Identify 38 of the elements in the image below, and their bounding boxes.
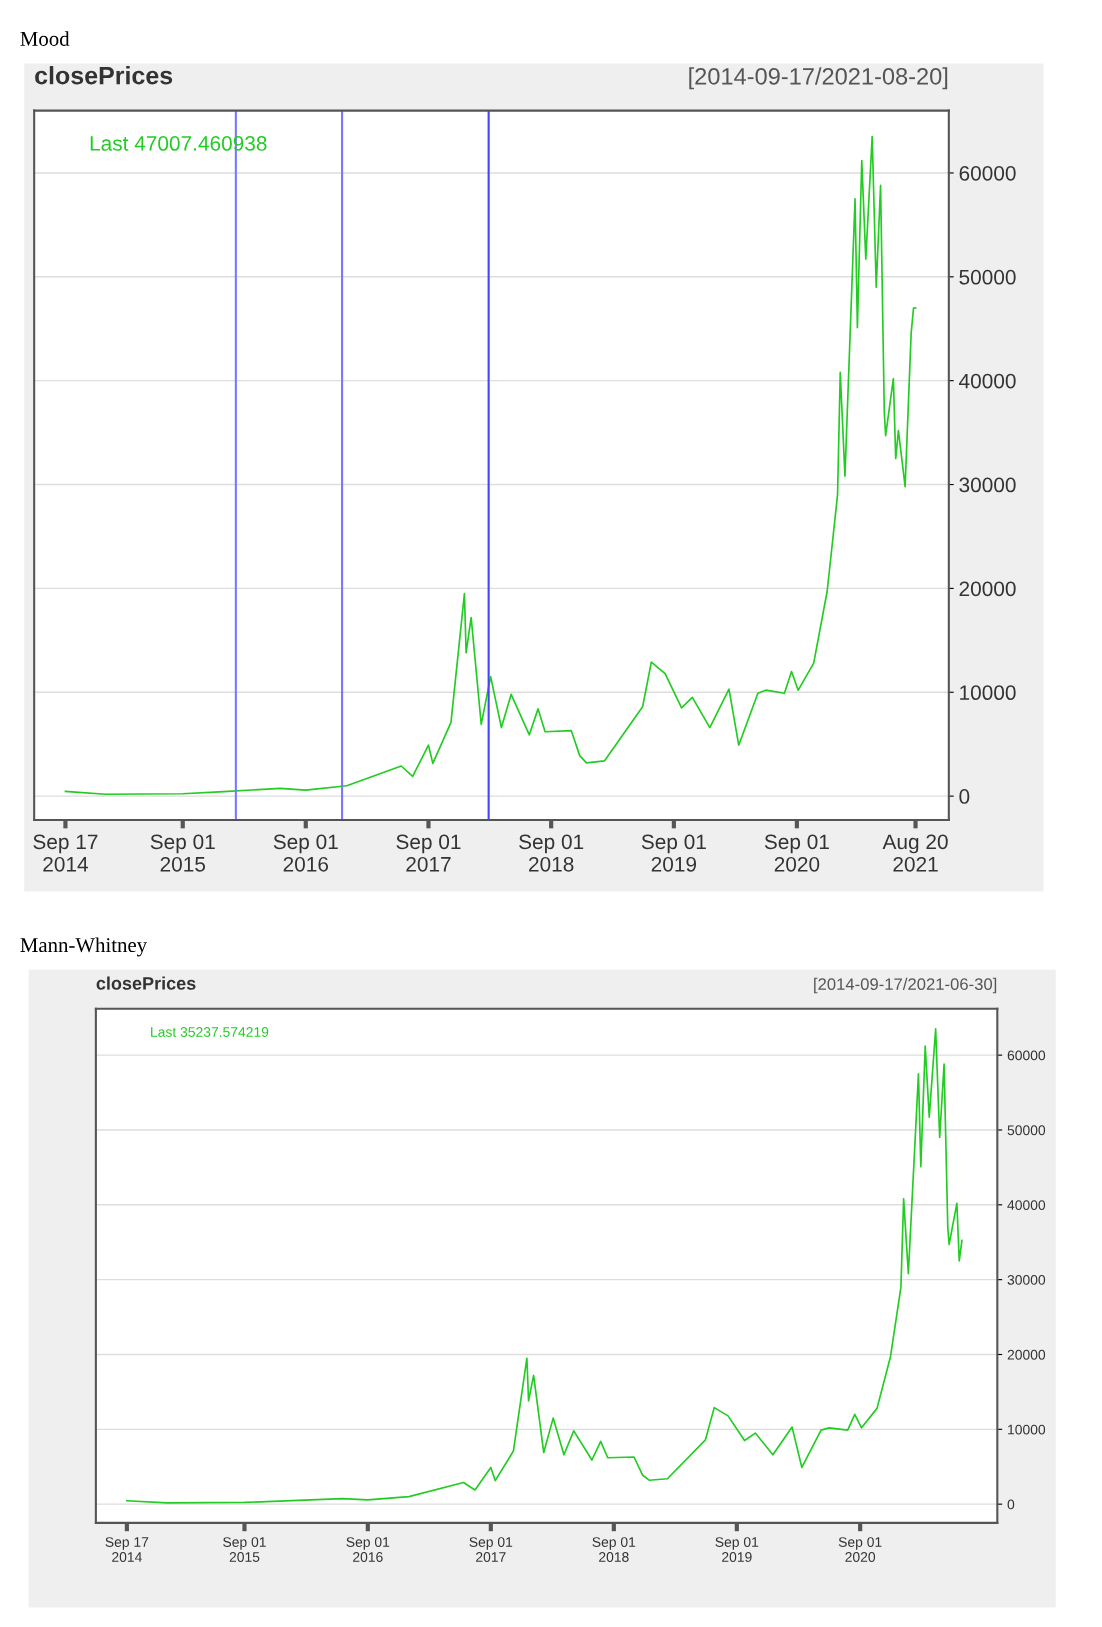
text: [2014-09-17/2021-06-30] (814, 977, 997, 994)
y-tick-label: 60000 (959, 165, 1016, 181)
y-tick-label: 20000 (1007, 1349, 1046, 1360)
y-tick-label: 0 (959, 789, 970, 804)
x-tick-label: Aug 20 2021 (882, 834, 948, 872)
y-tick-label: 10000 (960, 685, 1016, 701)
y-tick-label: 30000 (1007, 1274, 1046, 1285)
line-series (64, 135, 917, 796)
chart-subtitle: closePrices (35, 66, 173, 85)
y-tick-label: 0 (1007, 1499, 1015, 1510)
y-tick-label: 40000 (1007, 1200, 1046, 1210)
x-tick-label: Sep 01 2019 (715, 1537, 759, 1562)
x-tick-label: Sep 01 2020 (838, 1537, 882, 1562)
y-tick-label: 50000 (1007, 1125, 1046, 1136)
annotation: Last 35237.574219 (151, 1027, 269, 1037)
x-tick-label: Sep 01 2018 (519, 834, 584, 872)
y-tick-label: 60000 (1007, 1050, 1046, 1061)
x-tick-label: Sep 01 2017 (396, 834, 461, 872)
x-tick-label: Sep 01 2015 (150, 834, 215, 872)
x-tick-label: Sep 01 2016 (273, 834, 338, 872)
x-tick-label: Sep 01 2015 (223, 1537, 266, 1562)
y-tick-label: 20000 (959, 581, 1016, 597)
y-tick-label: 50000 (959, 269, 1016, 285)
x-tick-label: Sep 17 2014 (33, 834, 98, 872)
chart-subtitle: closePrices (96, 976, 196, 990)
y-tick-label: 10000 (1008, 1424, 1046, 1435)
x-tick-label: Sep 01 2017 (469, 1537, 513, 1562)
x-tick-label: Sep 01 2018 (592, 1537, 636, 1562)
x-tick-label: Sep 17 2014 (105, 1537, 149, 1562)
chart-title: Mood (20, 31, 70, 46)
x-tick-label: Sep 01 2020 (764, 834, 829, 872)
text: [2014-09-17/2021-08-20] (689, 67, 948, 90)
x-tick-label: Sep 01 2019 (641, 834, 706, 872)
y-tick-label: 40000 (959, 373, 1016, 389)
line-series (126, 1028, 963, 1504)
y-tick-label: 30000 (959, 477, 1016, 493)
x-tick-label: Sep 01 2016 (346, 1537, 390, 1562)
chart-title: Mann-Whitney (20, 937, 148, 957)
